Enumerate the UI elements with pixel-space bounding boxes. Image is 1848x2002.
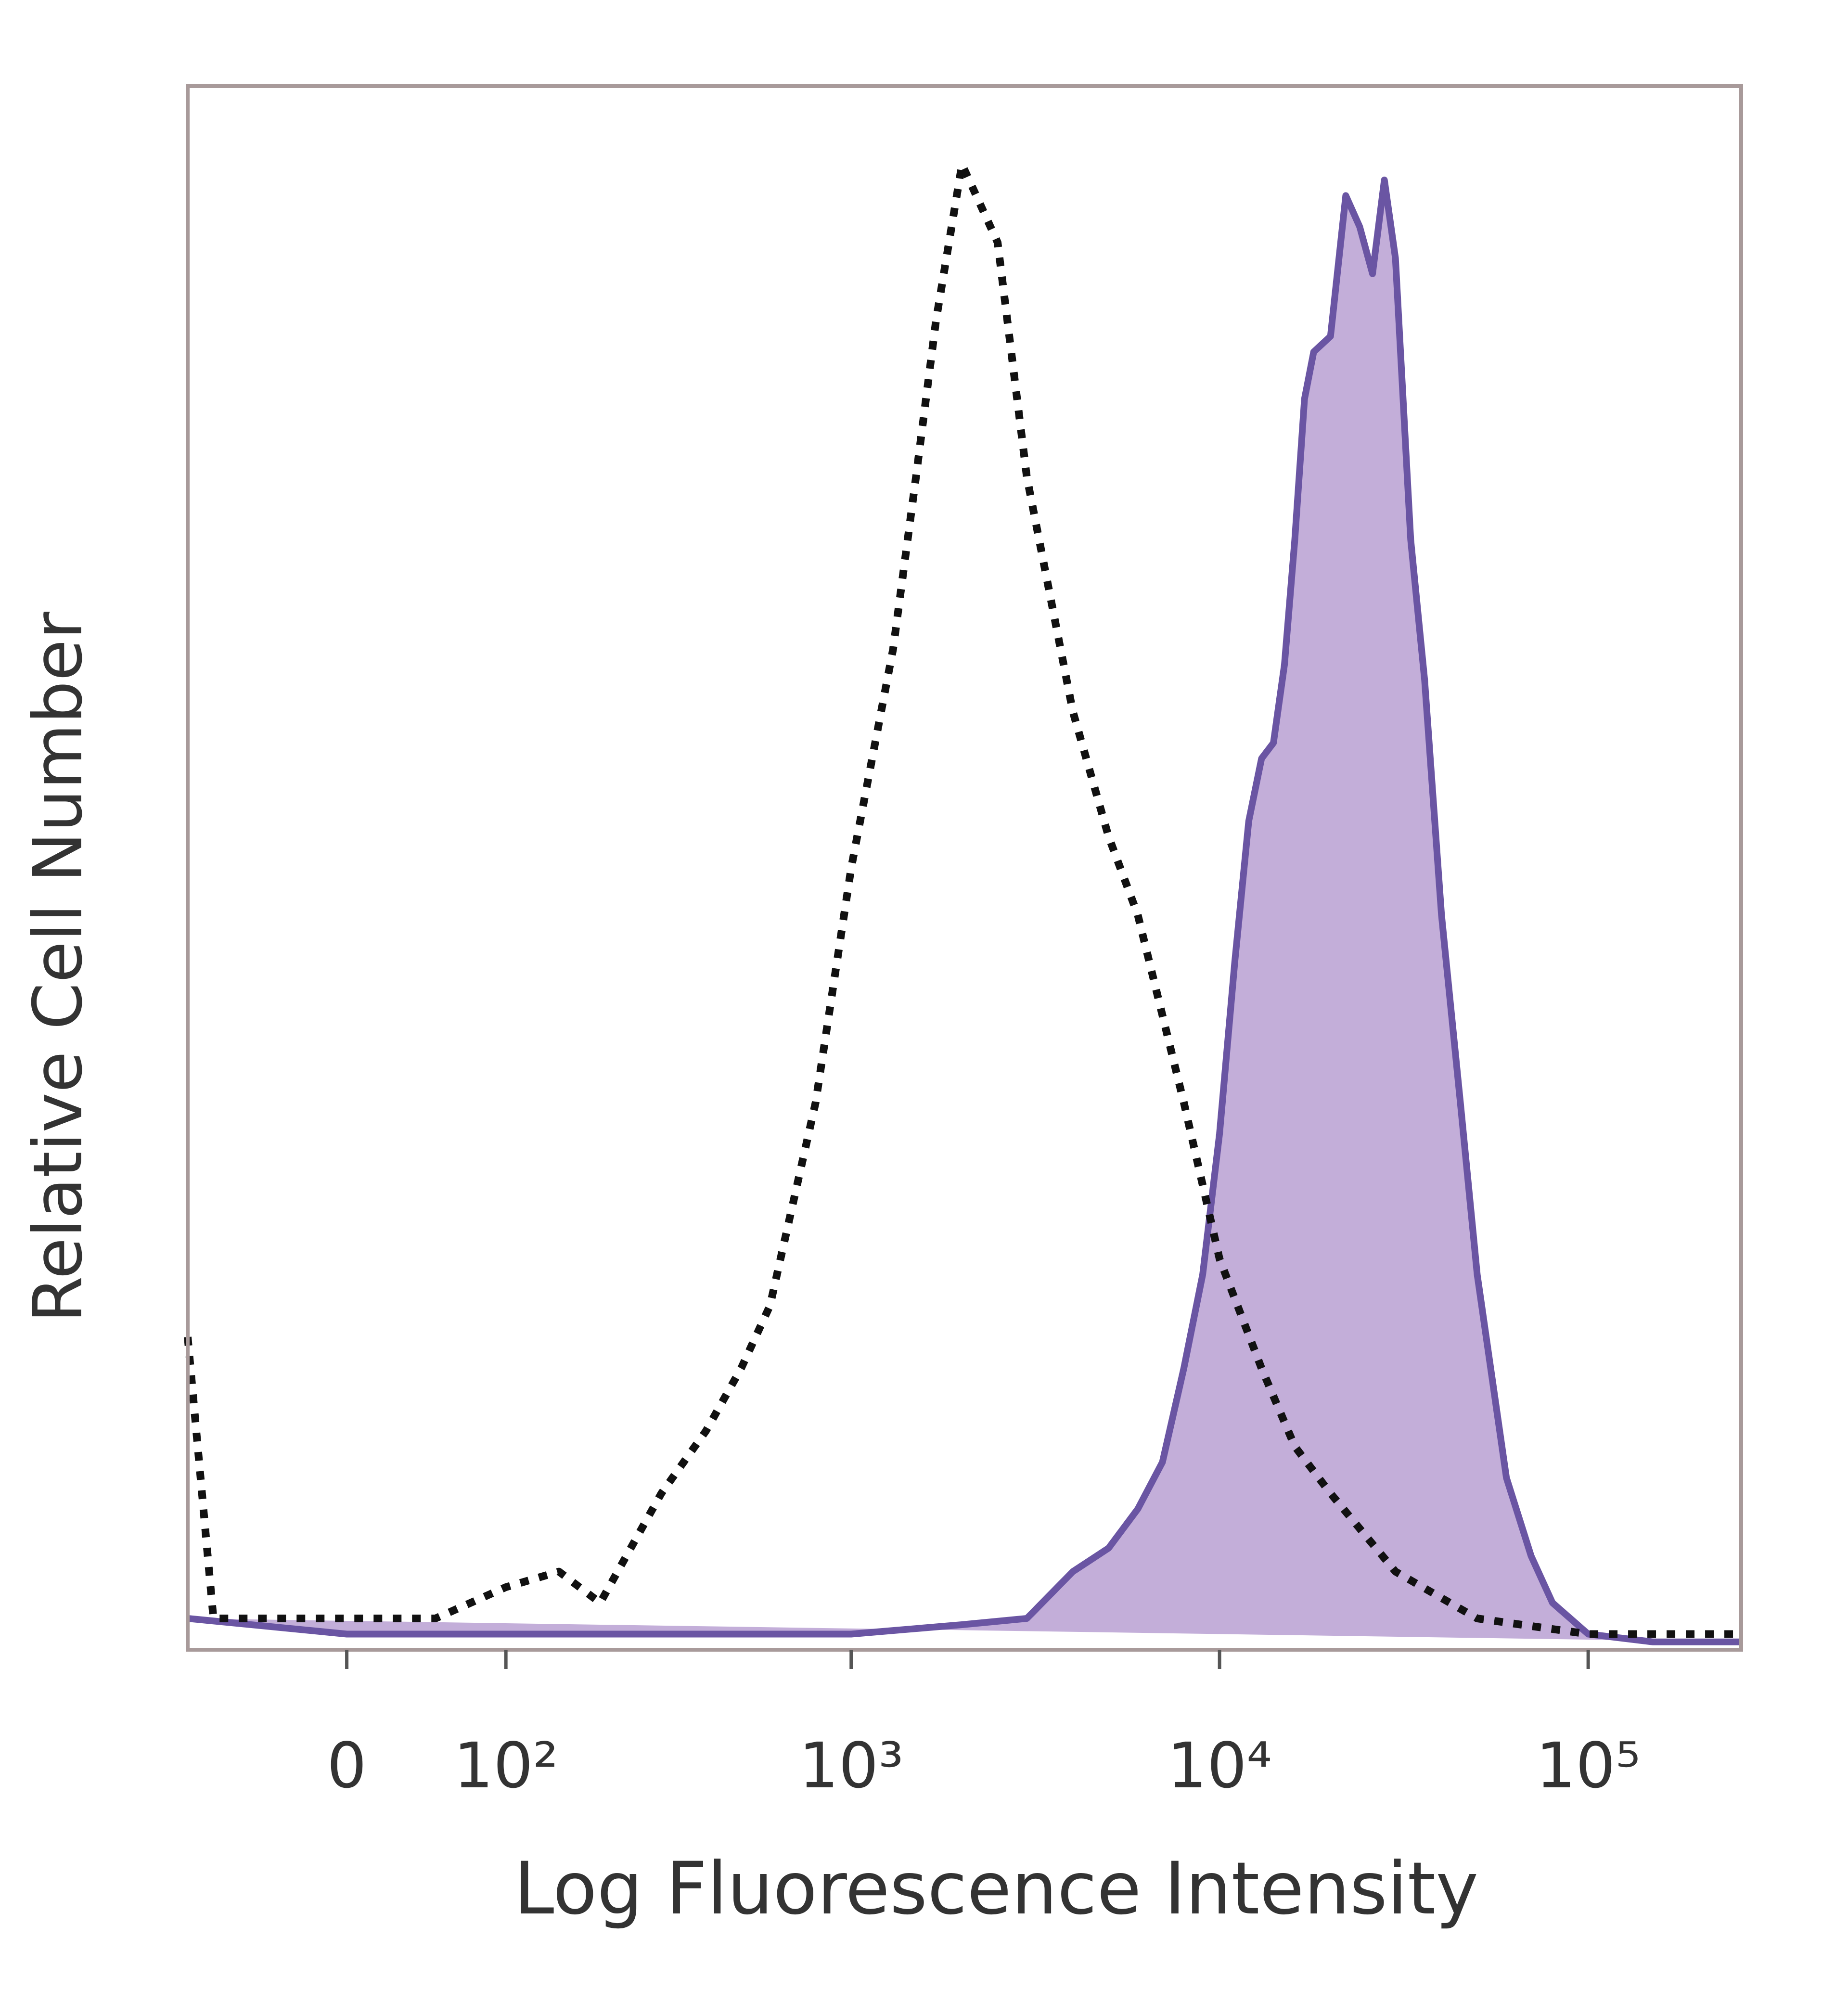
histogram-line — [184, 160, 1741, 1638]
y-axis-label: Relative Cell Number — [19, 612, 98, 1323]
x-tick-label: 0 — [327, 1729, 367, 1802]
plot-frame — [186, 84, 1743, 1652]
x-tick-label: 10⁵ — [1536, 1729, 1641, 1802]
x-tick-label: 10³ — [799, 1729, 904, 1802]
x-axis-label: Log Fluorescence Intensity — [514, 1847, 1478, 1931]
x-tick-label: 10² — [453, 1729, 558, 1802]
x-tick-label: 10⁴ — [1167, 1729, 1272, 1802]
histogram-area — [187, 176, 1741, 1645]
